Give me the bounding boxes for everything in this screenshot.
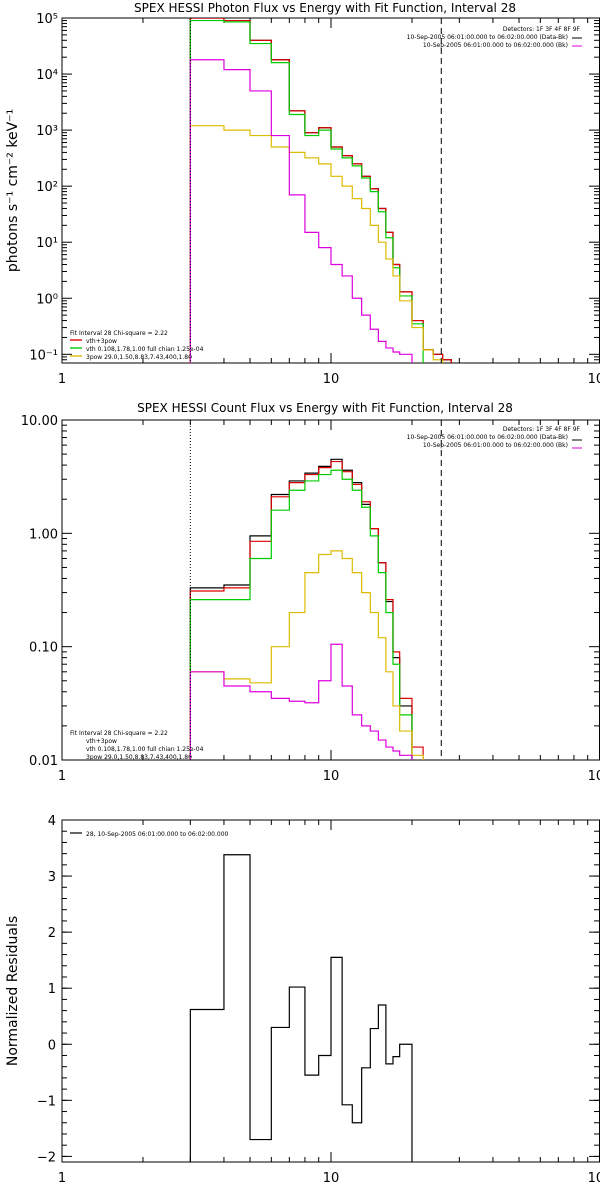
panel2-legend-line-1: vth+3pow [86, 738, 117, 745]
panel3-x-tick-label: 1 [58, 1171, 66, 1186]
panel3-y-tick-label: −2 [37, 1150, 56, 1165]
panel1-legend-line-0: Fit Interval 28 Chi-square = 2.22 [70, 330, 168, 337]
panel2-x-tick-label: 100 [588, 769, 600, 784]
panel2-y-tick-label: 10.00 [21, 414, 58, 429]
panel2-header: Detectors: 1F 3F 4F 8F 9F 10-Sep-2005 06… [407, 426, 581, 449]
panel2-series-3-line [189, 550, 424, 760]
panel1-x-tick-label: 10 [323, 372, 340, 387]
panel2-title: SPEX HESSI Count Flux vs Energy with Fit… [137, 401, 513, 415]
panel3-y-tick-label: −1 [37, 1094, 56, 1109]
panel1-axes-frame [61, 17, 600, 364]
panel2-plot: 1 10 100 0.01 0.10 1.00 10.00 [21, 339, 600, 784]
panel2-legend-line-0: Fit Interval 28 Chi-square = 2.22 [70, 730, 168, 737]
panel2-header-line-0: Detectors: 1F 3F 4F 8F 9F [503, 426, 581, 433]
panel1-y-axis-label: photons s⁻¹ cm⁻² keV⁻¹ [5, 109, 21, 272]
panel1-x-tick-label: 1 [58, 372, 66, 387]
panel2-y-tick-label: 1.00 [29, 527, 58, 542]
panel3-series-0-line [189, 854, 413, 1162]
panel2-x-tick-label: 1 [58, 769, 66, 784]
panel1-title: SPEX HESSI Photon Flux vs Energy with Fi… [134, 1, 516, 15]
panel1-legend-line-3: 3pow 29.0,1.50,8.83,7.43,400,1.80 [86, 354, 192, 361]
panel2-series-group [189, 458, 424, 760]
panel1-y-tick-label: 10⁵ [36, 12, 58, 27]
panel1-legend: Fit Interval 28 Chi-square = 2.22 vth+3p… [70, 330, 204, 361]
panel1-series-group [189, 18, 452, 363]
panel-count-flux: SPEX HESSI Count Flux vs Energy with Fit… [70, 401, 581, 761]
panel3-plot: 1 10 100 −2 −1 0 1 2 3 4 Normalized Residuals [5, 814, 600, 1186]
panel3-y-tick-label: 3 [48, 870, 56, 885]
panel2-series-0-line [189, 458, 413, 760]
panel2-legend-line-2: vth 0.108,1.78,1.00 full chian 1.25e-04 [86, 746, 204, 753]
panel1-legend-line-2: vth 0.108,1.78,1.00 full chian 1.25e-04 [86, 346, 204, 353]
panel3-x-tick-label: 100 [588, 1171, 600, 1186]
panel3-y-tick-label: 2 [48, 926, 56, 941]
panel-photon-flux: SPEX HESSI Photon Flux vs Energy with Fi… [70, 1, 581, 361]
panel1-x-tick-label: 100 [588, 372, 600, 387]
panel1-y-tick-label: 10⁴ [36, 68, 58, 83]
panel2-series-4-line [189, 643, 413, 760]
panel1-y-tick-label: 10⁰ [36, 292, 58, 307]
panel3-legend-line-0: 28, 10-Sep-2005 06:01:00.000 to 06:02:00… [86, 831, 229, 838]
panel2-header-line-2: 10-Sep-2005 06:01:00.000 to 06:02:00.000… [423, 442, 568, 449]
panel2-y-tick-label: 0.10 [29, 641, 58, 656]
panel2-series-2-line [189, 469, 413, 760]
panel1-header-line-1: 10-Sep-2005 06:01:00.000 to 06:02:00.000… [407, 34, 568, 41]
panel2-x-tick-label: 10 [323, 769, 340, 784]
panel1-series-2-line [189, 19, 424, 363]
panel1-plot: 1 10 100 10⁻¹ 10⁰ 10¹ 10² 10³ 10⁴ 10⁵ photons s⁻¹ … [5, 12, 600, 387]
panel1-y-tick-label: 10¹ [36, 236, 58, 251]
panel-residuals: 28, 10-Sep-2005 06:01:00.000 to 06:02:00… [86, 831, 229, 838]
panel2-header-line-1: 10-Sep-2005 06:01:00.000 to 06:02:00.000… [407, 434, 568, 441]
panel1-series-3-line [189, 125, 444, 363]
panel1-header: Detectors: 1F 3F 4F 8F 9F 10-Sep-2005 06… [407, 26, 581, 49]
panel1-series-4-line [189, 59, 413, 363]
panel3-y-tick-label: 4 [48, 814, 56, 829]
panel2-legend-line-3: 3pow 29.0,1.50,8.83,7.43,400,1.80 [86, 754, 192, 761]
panel3-y-axis-label: Normalized Residuals [5, 916, 21, 1066]
panel1-legend-line-1: vth+3pow [86, 338, 117, 345]
panel1-header-line-2: 10-Sep-2005 06:01:00.000 to 06:02:00.000… [423, 42, 568, 49]
panel3-series-group [189, 854, 413, 1162]
panel2-series-1-line [189, 460, 424, 760]
panel1-y-tick-label: 10² [36, 180, 58, 195]
panel3-y-tick-label: 1 [48, 982, 56, 997]
panel1-y-tick-label: 10⁻¹ [29, 348, 58, 363]
panel3-x-tick-label: 10 [323, 1171, 340, 1186]
panel1-header-line-0: Detectors: 1F 3F 4F 8F 9F [503, 26, 581, 33]
panel2-y-tick-label: 0.01 [29, 754, 58, 769]
panel3-y-tick-label: 0 [48, 1038, 56, 1053]
panel1-y-tick-label: 10³ [36, 124, 58, 139]
panel2-legend: Fit Interval 28 Chi-square = 2.22 vth+3p… [70, 730, 204, 761]
panel3-legend: 28, 10-Sep-2005 06:01:00.000 to 06:02:00… [86, 831, 229, 838]
